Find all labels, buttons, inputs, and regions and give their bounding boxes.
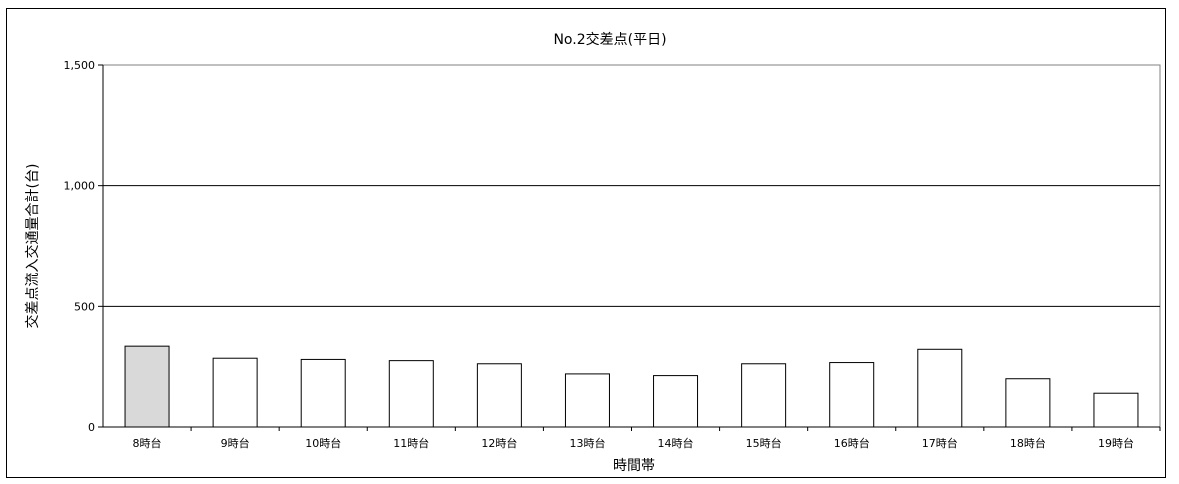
x-tick-label: 16時台	[834, 436, 870, 450]
bar	[564, 373, 610, 428]
y-tick-label: 500	[74, 300, 95, 313]
chart-title: No.2交差点(平日)	[553, 31, 666, 48]
plot-area: 0 500 1,000 1,500 8時台 9時台 10時台 11時台 12時台 13時台 14時台…	[64, 59, 1161, 450]
bar	[388, 360, 434, 428]
x-axis-title: 時間帯	[613, 458, 655, 474]
x-tick-label: 14時台	[658, 436, 694, 450]
x-tick-label: 13時台	[569, 436, 605, 450]
bar	[300, 358, 346, 428]
x-tick-label: 11時台	[393, 436, 429, 450]
plot-border	[102, 64, 1161, 428]
x-tick-label: 12時台	[481, 436, 517, 450]
x-tick-label: 10時台	[305, 436, 341, 450]
x-tick-label: 19時台	[1098, 436, 1134, 450]
bar	[1005, 378, 1051, 428]
bar	[653, 375, 699, 428]
bar	[476, 363, 522, 428]
bar	[741, 363, 787, 428]
bar	[917, 348, 963, 428]
bar	[1093, 392, 1139, 428]
x-tick-label: 18時台	[1010, 436, 1046, 450]
y-axis-title: 交差点流入交通量合計(台)	[24, 164, 41, 329]
y-tick-label: 1,500	[64, 59, 96, 72]
bar	[212, 357, 258, 428]
y-tick-label: 0	[88, 421, 95, 434]
y-tick-label: 1,000	[64, 180, 96, 193]
x-tick-label: 15時台	[746, 436, 782, 450]
bar	[124, 345, 170, 428]
x-tick-label: 17時台	[922, 436, 958, 450]
x-tick-label: 9時台	[221, 436, 250, 450]
x-tick-label: 8時台	[133, 436, 162, 450]
bar	[829, 362, 875, 428]
